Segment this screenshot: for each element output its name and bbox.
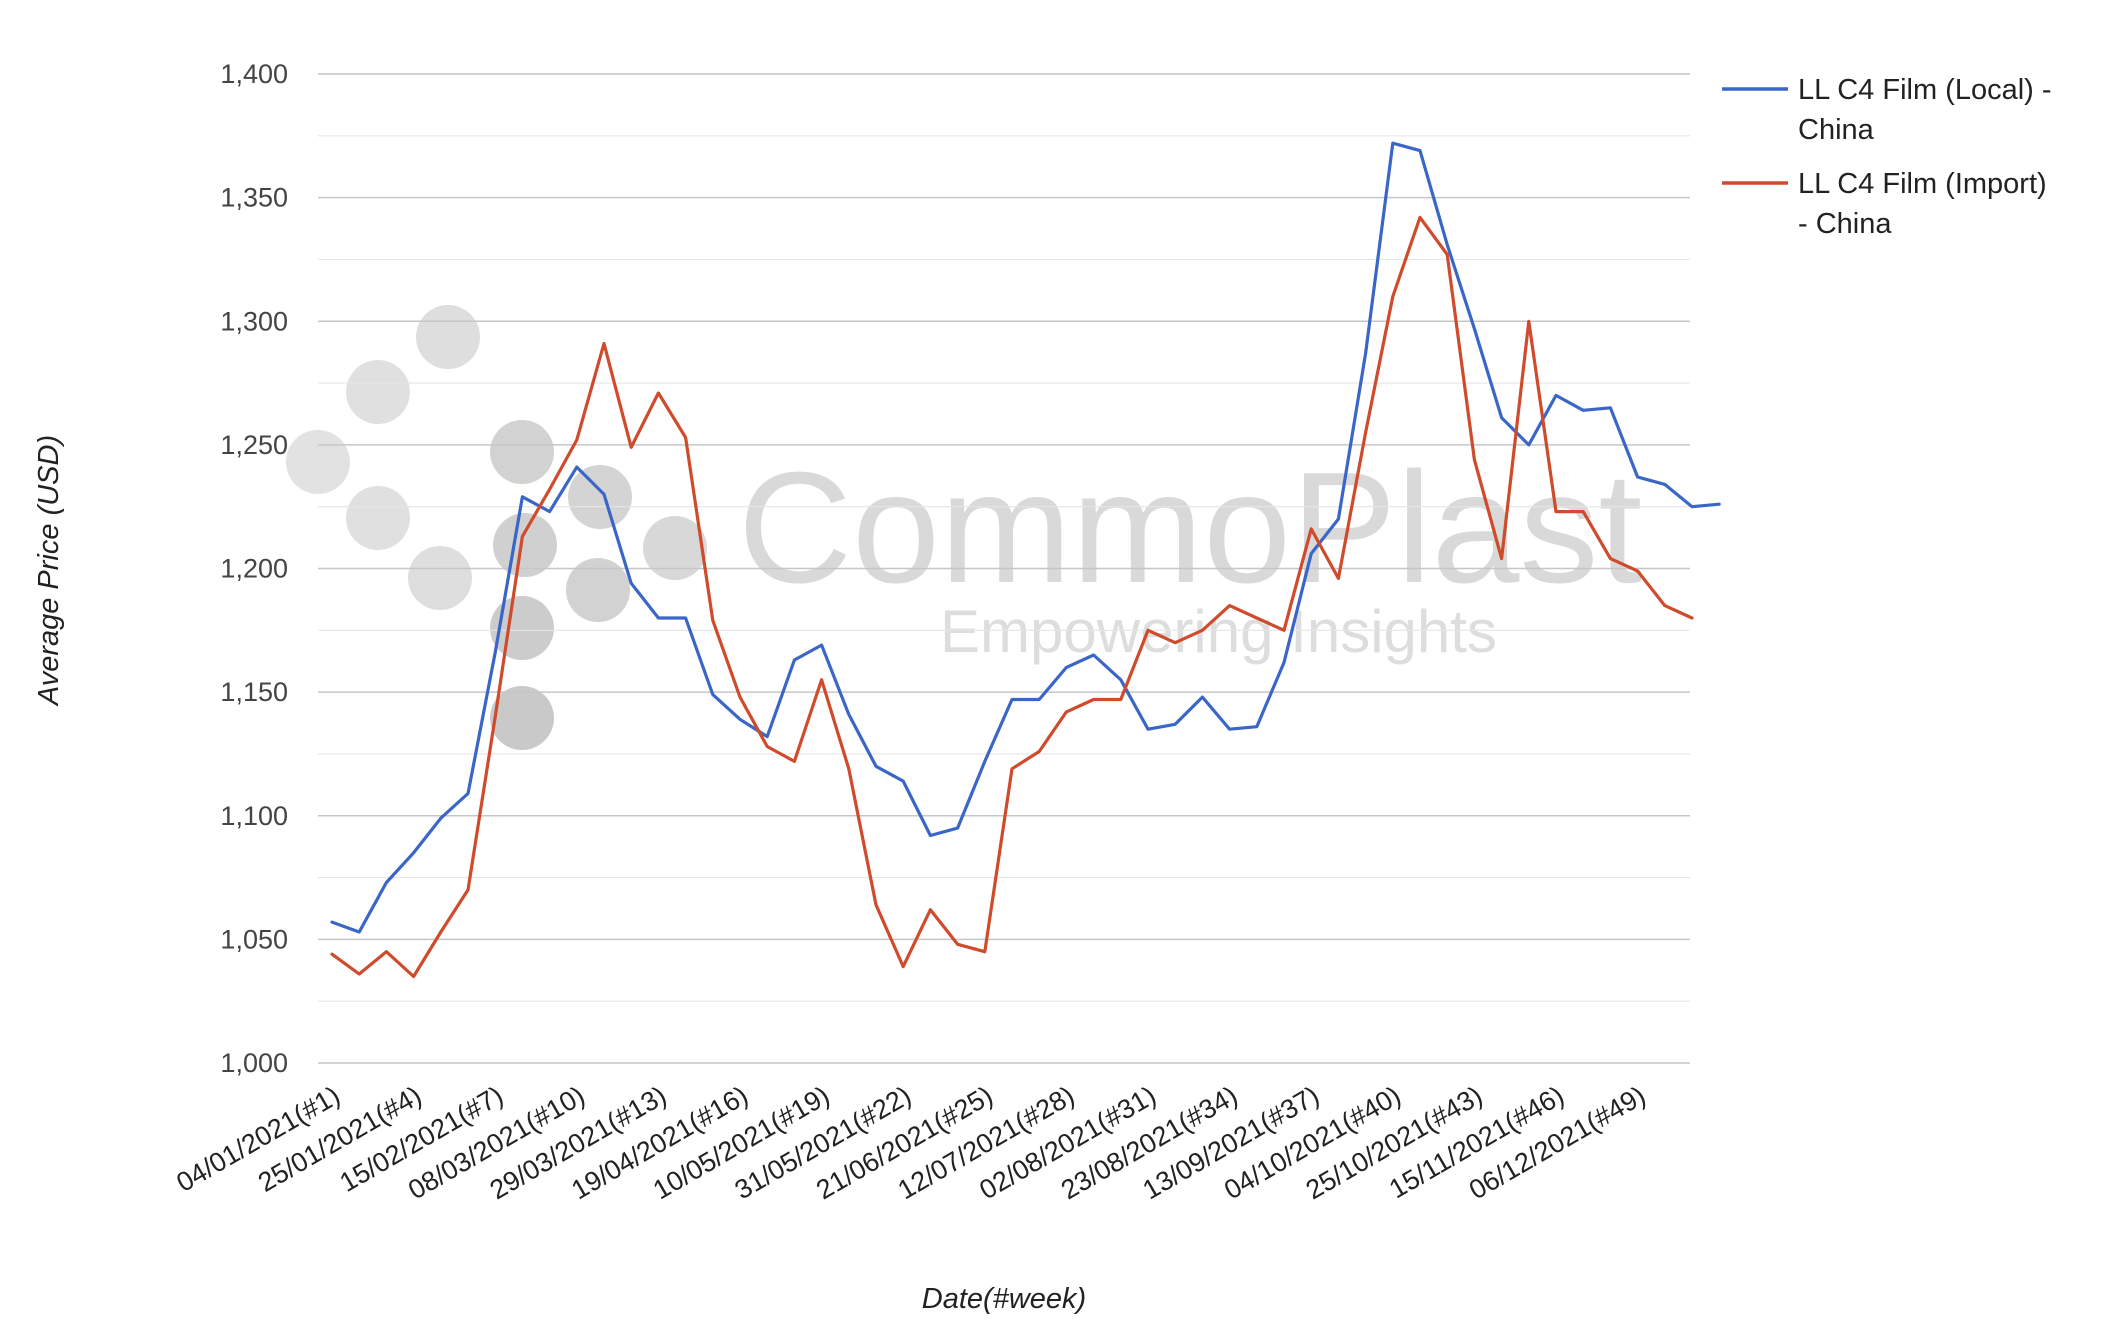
y-tick-label: 1,200	[220, 554, 288, 584]
y-tick-label: 1,300	[220, 306, 288, 336]
y-tick-label: 1,100	[220, 801, 288, 831]
x-axis: 04/01/2021(#1)25/01/2021(#4)15/02/2021(#…	[171, 1080, 1650, 1205]
watermark-tagline: Empowering Insights	[940, 598, 1497, 665]
legend-label-import: LL C4 Film (Import)	[1798, 168, 2047, 200]
grid-lines	[318, 73, 1690, 1064]
legend-label-local-cont: China	[1798, 114, 1875, 146]
watermark-logo: CommoPlast Empowering Insights	[286, 305, 1642, 750]
legend-label-import-cont: - China	[1798, 208, 1892, 240]
y-tick-label: 1,350	[220, 183, 288, 213]
watermark-dot	[568, 465, 632, 529]
series-line-local	[330, 141, 1721, 934]
y-tick-label: 1,000	[220, 1048, 288, 1078]
y-axis-title: Average Price (USD)	[33, 435, 65, 707]
watermark-dot	[493, 513, 557, 577]
watermark-dot	[346, 486, 410, 550]
legend: LL C4 Film (Local) - China LL C4 Film (I…	[1722, 74, 2052, 240]
y-tick-label: 1,150	[220, 677, 288, 707]
y-tick-label: 1,050	[220, 924, 288, 954]
y-axis: 1,000 1,050 1,100 1,150 1,200 1,250 1,300 1,350…	[220, 59, 288, 1078]
watermark-dot	[643, 516, 707, 580]
watermark-dot	[490, 686, 554, 750]
watermark-dot	[346, 360, 410, 424]
watermark-dot	[566, 558, 630, 622]
series-line-import	[330, 215, 1694, 979]
watermark-dot	[416, 305, 480, 369]
watermark-dot	[286, 430, 350, 494]
watermark-dot	[490, 420, 554, 484]
y-tick-label: 1,400	[220, 59, 288, 89]
legend-label-local: LL C4 Film (Local) -	[1798, 74, 2052, 106]
series-lines	[330, 141, 1721, 979]
x-axis-title: Date(#week)	[922, 1283, 1086, 1315]
y-tick-label: 1,250	[220, 430, 288, 460]
watermark-dot	[408, 546, 472, 610]
